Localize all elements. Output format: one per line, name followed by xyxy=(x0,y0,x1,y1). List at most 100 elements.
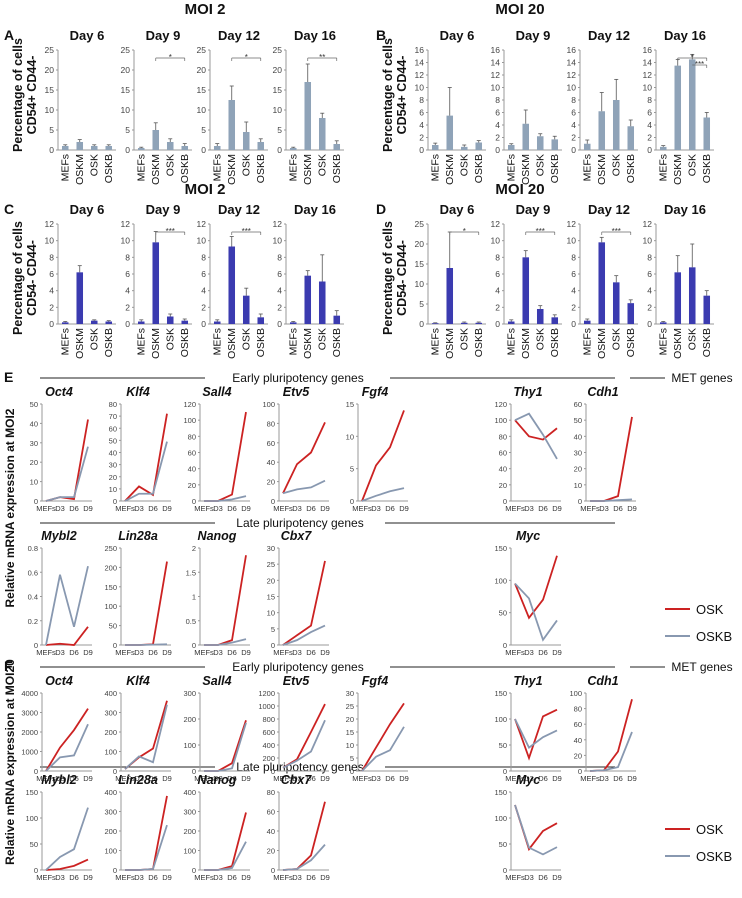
series-line-osk xyxy=(45,626,89,646)
ylabel-e: Relative mRNA expression at MOI2 xyxy=(3,408,17,607)
chart-c-3: Day 12 0 2 4 6 8 10 12 MEFs OSKM OSK OSKB *** xyxy=(197,202,268,359)
chart-title: Lin28a xyxy=(118,773,158,787)
y-tick-label: 10 xyxy=(567,236,577,246)
y-tick-label: 1.5 xyxy=(186,568,196,577)
bar-oskb xyxy=(181,146,189,150)
x-tick-label: MEFs xyxy=(273,873,293,882)
chart-title: Day 6 xyxy=(440,28,475,43)
y-tick-label: 60 xyxy=(188,449,196,458)
sig-label: *** xyxy=(166,227,175,236)
bar-osk xyxy=(460,322,468,324)
y-tick-label: 100 xyxy=(183,741,196,750)
x-tick-label: D9 xyxy=(320,873,330,882)
x-tick-label: D9 xyxy=(627,774,637,783)
bar-mefs xyxy=(289,322,297,324)
bar-mefs xyxy=(213,321,221,324)
y-tick-label: 10 xyxy=(45,105,55,115)
x-tick-label: D6 xyxy=(148,504,158,513)
y-tick-label: 0 xyxy=(201,145,206,155)
series-line-osk xyxy=(282,801,326,871)
x-tick-label: D3 xyxy=(55,774,65,783)
chart-d-3: Day 12 0 2 4 6 8 10 12 MEFs OSKM OSK OSKB *** xyxy=(567,202,638,359)
panel-letter-d: D xyxy=(376,201,386,217)
x-tick-label: OSKB xyxy=(473,328,485,357)
y-tick-label: 50 xyxy=(499,741,507,750)
bar-oskm xyxy=(228,246,236,324)
x-tick-label: OSKM xyxy=(596,154,608,185)
y-tick-label: 10 xyxy=(267,609,275,618)
chart-b-2: Day 9 0 2 4 6 8 10 12 14 16 MEFs OSKM OSK OSKB xyxy=(491,28,562,185)
x-tick-label: D3 xyxy=(134,648,144,657)
bar-oskm xyxy=(446,268,454,324)
chart-title: Day 9 xyxy=(516,202,551,217)
header-late-f-text: Late pluripotency genes xyxy=(236,760,363,774)
x-tick-label: D9 xyxy=(552,504,562,513)
y-tick-label: 8 xyxy=(647,95,652,105)
series-line-osk xyxy=(514,555,558,620)
x-tick-label: D9 xyxy=(83,504,93,513)
y-tick-label: 6 xyxy=(125,269,130,279)
y-tick-label: 50 xyxy=(30,840,38,849)
chart-title: Cdh1 xyxy=(587,385,618,399)
y-tick-label: 5 xyxy=(350,465,354,474)
chart-title: Sall4 xyxy=(202,385,231,399)
series-line-osk xyxy=(361,702,405,772)
y-tick-label: 300 xyxy=(183,689,196,698)
x-tick-label: MEFs xyxy=(115,873,135,882)
series-line-oskb xyxy=(361,487,405,502)
y-tick-label: 0 xyxy=(271,767,275,776)
chart-title: Thy1 xyxy=(513,385,542,399)
x-tick-label: OSK xyxy=(316,328,328,350)
y-tick-label: 14 xyxy=(567,58,577,68)
x-tick-label: D6 xyxy=(227,648,237,657)
ylabel-ab-left-line1: Percentage of cells xyxy=(11,38,25,152)
y-tick-label: 5 xyxy=(277,125,282,135)
y-tick-label: 0 xyxy=(503,641,507,650)
y-tick-label: 0 xyxy=(578,497,582,506)
y-tick-label: 8 xyxy=(571,95,576,105)
series-line-osk xyxy=(204,411,247,502)
x-tick-label: D3 xyxy=(371,774,381,783)
y-tick-label: 10 xyxy=(109,485,117,494)
bar-mefs xyxy=(659,322,667,324)
y-tick-label: 1200 xyxy=(258,689,275,698)
y-tick-label: 40 xyxy=(188,465,196,474)
bar-oskm xyxy=(304,82,312,150)
y-tick-label: 2 xyxy=(647,133,652,143)
bar-osk xyxy=(612,100,620,150)
sig-label: ** xyxy=(319,53,325,62)
y-tick-label: 10 xyxy=(197,236,207,246)
x-tick-label: D9 xyxy=(83,774,93,783)
y-tick-label: 4 xyxy=(647,286,652,296)
chart-c-4: Day 16 0 2 4 6 8 10 12 MEFs OSKM OSK OSKB xyxy=(273,202,344,359)
y-tick-label: 0.8 xyxy=(28,544,38,553)
y-tick-label: 300 xyxy=(104,808,117,817)
y-tick-label: 12 xyxy=(45,219,55,229)
y-tick-label: 2 xyxy=(277,302,282,312)
series-line-oskb xyxy=(361,726,405,772)
y-tick-label: 40 xyxy=(574,736,582,745)
x-tick-label: D3 xyxy=(134,504,144,513)
x-tick-label: OSKM xyxy=(226,154,238,185)
chart-e-8: Mybl2 0 0.2 0.4 0.6 0.8 MEFs D3 D6 D9 xyxy=(28,529,93,657)
series-line-osk xyxy=(514,708,558,761)
y-tick-label: 0 xyxy=(192,767,196,776)
bar-oskm xyxy=(674,272,682,324)
y-tick-label: 60 xyxy=(267,808,275,817)
y-tick-label: 25 xyxy=(267,560,275,569)
x-tick-label: D3 xyxy=(134,873,144,882)
y-tick-label: 200 xyxy=(183,715,196,724)
ylabel-cd-right-line1: Percentage of cells xyxy=(381,221,395,335)
y-tick-label: 0 xyxy=(271,866,275,875)
y-tick-label: 14 xyxy=(491,58,501,68)
x-tick-label: OSK xyxy=(240,328,252,350)
chart-f-1: Oct4 0 1000 2000 3000 4000 MEFs D3 D6 D9 xyxy=(21,674,92,783)
x-tick-label: D3 xyxy=(524,504,534,513)
x-tick-label: OSKB xyxy=(473,154,485,183)
y-tick-label: 40 xyxy=(30,419,38,428)
header-early-f-text: Early pluripotency genes xyxy=(232,660,363,674)
y-tick-label: 0 xyxy=(271,641,275,650)
x-tick-label: MEFs xyxy=(115,774,135,783)
x-tick-label: MEFs xyxy=(59,328,71,355)
